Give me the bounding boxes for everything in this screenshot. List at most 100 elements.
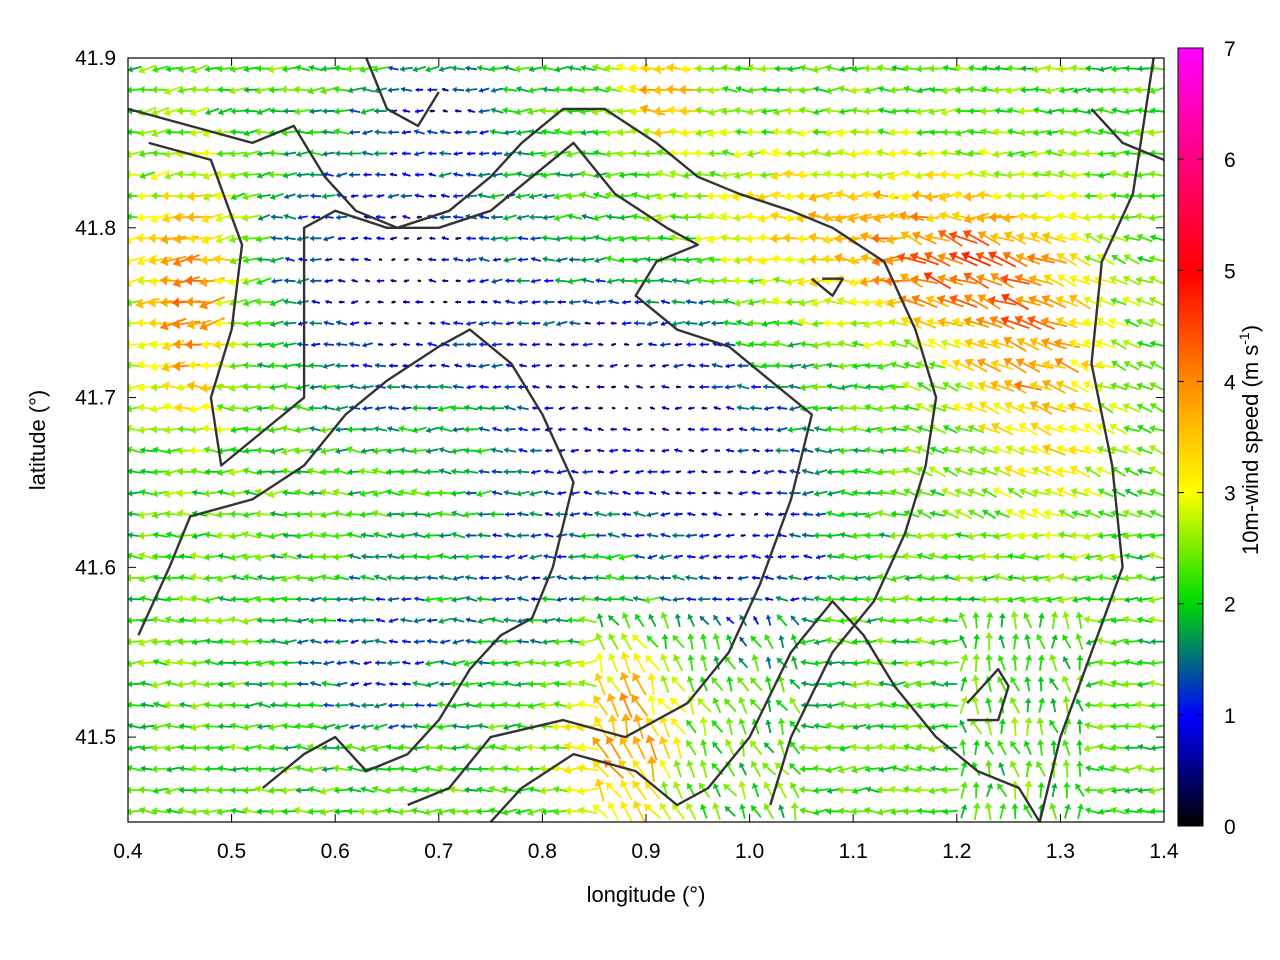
wind-arrow [1096,253,1115,266]
wind-arrow [891,425,906,433]
wind-arrow [890,616,907,625]
wind-arrow [465,341,477,348]
wind-arrow [1108,402,1129,413]
wind-arrow [672,634,685,649]
wind-arrow [713,426,722,432]
wind-arrow [1037,654,1045,671]
wind-arrow [242,192,260,201]
wind-arrow [334,107,350,115]
wind-arrow [387,553,400,560]
x-tick-label: 0.8 [528,840,557,863]
wind-arrow [1051,783,1058,798]
wind-arrow [400,86,413,93]
wind-arrow [1018,508,1038,519]
wind-arrow [1083,296,1103,308]
wind-arrow [764,634,774,650]
wind-arrow [1007,596,1023,604]
wind-arrow [230,786,247,794]
wind-arrow [139,806,156,815]
wind-arrow [814,638,828,646]
wind-arrow [281,129,299,137]
wind-arrow [980,466,998,476]
wind-arrow [787,319,803,327]
wind-arrow [853,575,867,582]
wind-arrow [335,638,349,645]
wind-arrow [1097,128,1114,136]
wind-arrow [490,404,505,412]
x-tick-label: 0.6 [321,840,350,863]
wind-arrow [128,490,142,497]
wind-arrow [311,299,321,305]
wind-arrow [271,278,283,284]
wind-arrow [963,191,989,202]
wind-arrow [825,595,842,603]
wind-arrow [1068,294,1091,310]
wind-arrow [688,406,695,411]
wind-arrow [812,341,830,350]
wind-arrow [775,699,789,711]
wind-arrow [826,807,842,815]
wind-arrow [164,85,183,96]
wind-arrow [1111,254,1126,265]
wind-arrow [544,405,554,411]
wind-arrow [751,469,761,475]
wind-arrow [1044,86,1064,95]
wind-arrow [595,632,606,651]
wind-arrow [426,702,438,709]
wind-arrow [676,427,681,431]
wind-arrow [256,150,272,158]
wind-arrow [453,193,464,199]
wind-arrow [903,403,920,412]
wind-arrow [938,211,962,221]
wind-arrow [190,723,209,732]
wind-arrow [516,170,530,178]
wind-arrow [577,700,599,710]
wind-arrow [1076,761,1084,777]
wind-arrow [1149,445,1164,456]
wind-arrow [257,362,271,369]
wind-arrow [567,234,583,242]
wind-arrow [594,595,608,603]
wind-arrow [413,383,426,390]
wind-arrow [152,65,169,74]
wind-arrow [1071,509,1088,518]
wind-arrow [671,676,686,693]
wind-arrow [799,785,817,794]
wind-arrow [478,553,490,560]
wind-arrow [347,425,363,433]
wind-arrow [1124,467,1140,477]
wind-arrow [827,490,841,497]
wind-arrow [244,86,258,94]
wind-arrow [267,65,287,74]
wind-arrow [749,404,763,412]
wind-arrow [648,341,657,347]
wind-arrow [1122,86,1141,95]
wind-arrow [255,319,273,328]
wind-arrow [268,149,286,157]
wind-arrow [517,235,529,241]
wind-arrow [1150,744,1164,752]
wind-arrow [619,214,634,221]
wind-arrow [558,363,565,368]
wind-arrow [451,702,466,710]
wind-arrow [504,532,516,538]
wind-arrow [977,338,1001,349]
wind-arrow [1123,638,1140,646]
wind-arrow [916,552,933,560]
wind-arrow [630,694,649,717]
wind-arrow [336,617,347,623]
wind-arrow [1072,87,1088,94]
wind-arrow [284,277,296,284]
wind-arrow [478,468,490,475]
wind-arrow [281,574,299,583]
wind-arrow [527,808,545,817]
wind-arrow [826,787,841,794]
wind-arrow [296,553,310,560]
wind-arrow [585,364,590,368]
colorbar-tick-label: 5 [1224,260,1236,283]
wind-arrow [453,256,464,262]
wind-arrow [865,786,880,794]
wind-arrow [635,469,644,475]
wind-arrow [514,65,532,73]
wind-arrow [685,574,698,581]
